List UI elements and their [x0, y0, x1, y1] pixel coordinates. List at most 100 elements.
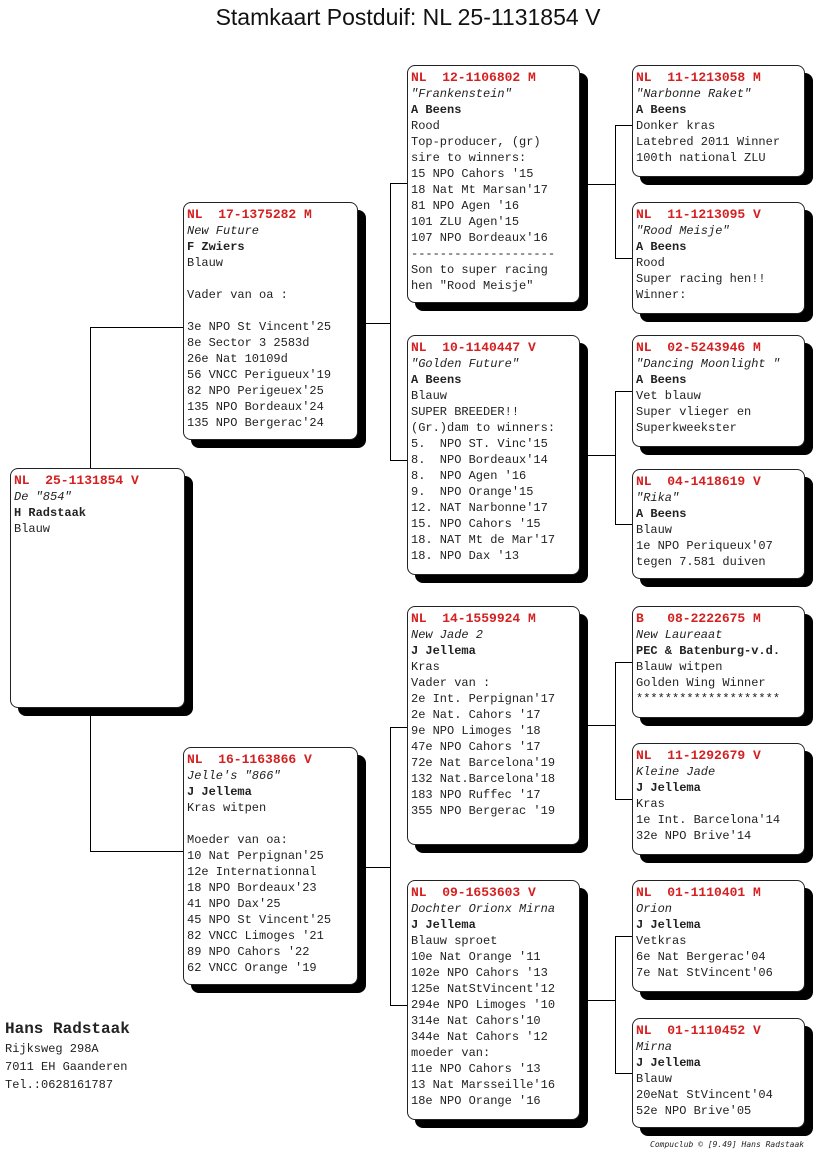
pigeon-note: 18 NPO Bordeaux'23 — [187, 881, 317, 895]
pigeon-note: 15 NPO Cahors '15 — [411, 167, 534, 181]
pigeon-note: 3e NPO St Vincent'25 — [187, 320, 332, 334]
ring-number: NL 04-1418619 V — [636, 474, 761, 489]
pigeon-color: Rood — [636, 256, 665, 270]
pigeon-color: Vet blauw — [636, 389, 701, 403]
owner-info: Hans Radstaak Rijksweg 298A 7011 EH Gaan… — [5, 1018, 130, 1094]
pigeon-note: 32e NPO Brive'14 — [636, 829, 752, 843]
pigeon-note: Vader van : — [411, 676, 491, 690]
connector-line — [358, 867, 390, 868]
pigeon-note: 62 VNCC Orange '19 — [187, 961, 317, 975]
pigeon-note: 102e NPO Cahors '13 — [411, 966, 548, 980]
breeder-name: J Jellema — [636, 918, 701, 932]
breeder-name: J Jellema — [411, 644, 476, 658]
pigeon-color: Rood — [411, 119, 440, 133]
connector-line — [580, 725, 615, 726]
pigeon-name: "Dancing Moonlight " — [636, 357, 781, 371]
breeder-name: J Jellema — [636, 781, 701, 795]
pigeon-note: 11e NPO Cahors '13 — [411, 1062, 541, 1076]
pigeon-color: Blauw witpen — [636, 660, 723, 674]
connector-line — [615, 936, 616, 1073]
connector-line — [390, 1005, 407, 1006]
pigeon-note: 12e Internationnal — [187, 865, 317, 879]
pigeon-note: 10 Nat Perpignan'25 — [187, 849, 324, 863]
pigeon-card-mm: NL 09-1653603 V Dochter Orionx Mirna J Jel… — [407, 880, 580, 1120]
connector-line — [390, 727, 391, 1005]
pigeon-note: Superkweekster — [636, 421, 737, 435]
pigeon-card-mmm: NL 01-1110452 V Mirna J Jellema Blauw 20eNat… — [632, 1018, 805, 1128]
pigeon-name: "Narbonne Raket" — [636, 87, 752, 101]
pigeon-note: 8. NPO Bordeaux'14 — [411, 453, 548, 467]
pigeon-card-fmm: NL 04-1418619 V "Rika" A Beens Blauw 1e NPO … — [632, 469, 805, 579]
pigeon-note — [187, 303, 354, 319]
connector-line — [390, 460, 407, 461]
breeder-name: F Zwiers — [187, 240, 245, 254]
pigeon-note: 41 NPO Dax'25 — [187, 897, 281, 911]
ring-number: NL 11-1292679 V — [636, 748, 761, 763]
breeder-name: A Beens — [636, 373, 687, 387]
connector-line — [580, 455, 615, 456]
pigeon-note: 132 Nat.Barcelona'18 — [411, 772, 556, 786]
pigeon-card-mf: NL 14-1559924 M New Jade 2 J Jellema Kras Va… — [407, 606, 580, 845]
ring-number: NL 02-5243946 M — [636, 340, 761, 355]
pigeon-note — [187, 816, 354, 832]
pigeon-name: Dochter Orionx Mirna — [411, 902, 556, 916]
pigeon-name: "Frankenstein" — [411, 87, 512, 101]
breeder-name: A Beens — [411, 103, 462, 117]
pigeon-color: Blauw — [187, 256, 224, 270]
pigeon-name: Jelle's "866" — [187, 769, 281, 783]
breeder-name: A Beens — [411, 373, 462, 387]
pigeon-note: 26e Nat 10109d — [187, 352, 288, 366]
pigeon-note: ******************** — [636, 692, 781, 706]
pigeon-name: New Jade 2 — [411, 628, 484, 642]
pigeon-note: 125e NatStVincent'12 — [411, 982, 556, 996]
pigeon-note: Super racing hen!! — [636, 272, 766, 286]
pigeon-note: 344e Nat Cahors '12 — [411, 1030, 548, 1044]
pigeon-name: Kleine Jade — [636, 765, 716, 779]
pigeon-name: "Rika" — [636, 491, 680, 505]
pigeon-note: 18. NAT Mt de Mar'17 — [411, 533, 556, 547]
pigeon-note: Winner: — [636, 288, 687, 302]
connector-line — [615, 936, 632, 937]
connector-line — [615, 524, 632, 525]
page-title: Stamkaart Postduif: NL 25-1131854 V — [215, 4, 601, 30]
pigeon-card-mff: B 08-2222675 M New Laureaat PEC & Batenbur… — [632, 606, 805, 718]
pigeon-note: 5. NPO ST. Vinc'15 — [411, 437, 548, 451]
pigeon-note: Latebred 2011 Winner — [636, 135, 781, 149]
pigeon-name: Mirna — [636, 1040, 673, 1054]
pigeon-color: Blauw — [14, 522, 51, 536]
pigeon-color: Kras witpen — [187, 801, 267, 815]
owner-name: Hans Radstaak — [5, 1020, 130, 1038]
pigeon-color: Blauw — [636, 523, 673, 537]
ring-number: B 08-2222675 M — [636, 611, 761, 626]
connector-line — [615, 662, 632, 663]
pigeon-note: 10e Nat Orange '11 — [411, 950, 541, 964]
connector-line — [580, 1000, 615, 1001]
pigeon-note: Vader van oa : — [187, 288, 288, 302]
pigeon-note: 81 NPO Agen '16 — [411, 199, 520, 213]
pigeon-note: hen "Rood Meisje" — [411, 279, 534, 293]
pigeon-card-subject: NL 25-1131854 V De "854" H Radstaak Blauw — [10, 468, 185, 708]
connector-line — [390, 183, 391, 460]
pigeon-note: 52e NPO Brive'05 — [636, 1104, 752, 1118]
breeder-name: H Radstaak — [14, 506, 87, 520]
pigeon-card-fm: NL 10-1140447 V "Golden Future" A Beens Bla… — [407, 335, 580, 575]
pigeon-note: 7e Nat StVincent'06 — [636, 966, 773, 980]
breeder-name: J Jellema — [636, 1056, 701, 1070]
ring-number: NL 25-1131854 V — [14, 473, 139, 488]
pigeon-color: Vetkras — [636, 934, 687, 948]
pigeon-name: Orion — [636, 902, 673, 916]
pigeon-note: Son to super racing — [411, 263, 548, 277]
ring-number: NL 01-1110452 V — [636, 1023, 761, 1038]
pigeon-name: De "854" — [14, 490, 72, 504]
breeder-name: A Beens — [636, 507, 687, 521]
pigeon-note: 45 NPO St Vincent'25 — [187, 913, 332, 927]
connector-line — [390, 727, 407, 728]
pigeon-note: 183 NPO Ruffec '17 — [411, 788, 541, 802]
pigeon-note: 135 NPO Bergerac'24 — [187, 416, 324, 430]
owner-address: Rijksweg 298A — [5, 1042, 99, 1056]
ring-number: NL 12-1106802 M — [411, 70, 536, 85]
connector-line — [390, 183, 407, 184]
pigeon-note: 13 Nat Marsseille'16 — [411, 1078, 556, 1092]
ring-number: NL 14-1559924 M — [411, 611, 536, 626]
pigeon-note: 18e NPO Orange '16 — [411, 1094, 541, 1108]
